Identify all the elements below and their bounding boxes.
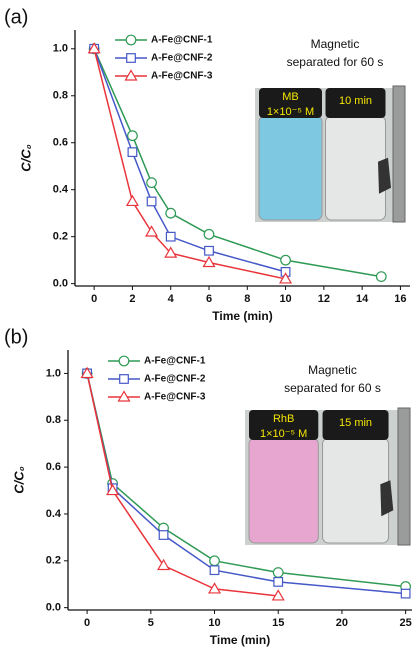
magnet bbox=[392, 85, 406, 223]
time-label: 10 min bbox=[339, 95, 372, 107]
x-tick-label: 6 bbox=[206, 293, 212, 305]
x-tick-label: 2 bbox=[129, 293, 135, 305]
legend-label: A-Fe@CNF-3 bbox=[151, 71, 213, 82]
series-line bbox=[93, 48, 286, 280]
inset-title: separated for 60 s bbox=[287, 55, 384, 69]
particles bbox=[380, 480, 394, 517]
marker bbox=[146, 196, 157, 207]
cap-left bbox=[249, 410, 319, 440]
marker bbox=[87, 42, 101, 54]
marker bbox=[165, 207, 177, 219]
x-tick-label: 10 bbox=[279, 293, 291, 305]
marker bbox=[280, 254, 291, 266]
inset-title: separated for 60 s bbox=[284, 381, 381, 395]
marker bbox=[127, 147, 138, 158]
y-tick-label: 0.2 bbox=[46, 555, 61, 567]
vial-right bbox=[325, 115, 386, 221]
vial-label: 1×10⁻⁵ M bbox=[267, 106, 314, 118]
x-tick-label: 12 bbox=[318, 293, 330, 305]
marker bbox=[106, 483, 120, 496]
legend-marker bbox=[119, 374, 129, 384]
marker bbox=[207, 582, 222, 594]
legend-marker bbox=[125, 34, 137, 46]
marker bbox=[157, 558, 171, 571]
x-tick-label: 25 bbox=[400, 617, 412, 629]
inset-title: Magnetic bbox=[308, 363, 357, 377]
magnet bbox=[397, 407, 411, 546]
inset-title: Magnetic bbox=[311, 37, 360, 51]
legend-marker bbox=[124, 69, 138, 81]
y-tick-label: 1.0 bbox=[46, 367, 61, 379]
marker bbox=[209, 565, 220, 576]
legend-label: A-Fe@CNF-2 bbox=[151, 53, 213, 64]
y-tick-label: 0.8 bbox=[53, 90, 68, 102]
x-axis-label: Time (min) bbox=[210, 633, 270, 647]
y-tick-label: 0.4 bbox=[53, 184, 69, 196]
y-tick-label: 0.0 bbox=[53, 278, 68, 290]
y-tick-label: 1.0 bbox=[53, 43, 68, 55]
legend-label: A-Fe@CNF-1 bbox=[151, 35, 213, 46]
vial-label: RhB bbox=[273, 413, 294, 425]
marker bbox=[273, 576, 284, 587]
x-tick-label: 8 bbox=[244, 293, 250, 305]
cap-right bbox=[325, 88, 386, 118]
legend-label: A-Fe@CNF-2 bbox=[144, 374, 206, 385]
cap-right bbox=[322, 410, 389, 440]
marker bbox=[127, 130, 138, 142]
y-tick-label: 0.6 bbox=[53, 137, 68, 149]
legend-label: A-Fe@CNF-1 bbox=[144, 356, 206, 367]
x-tick-label: 4 bbox=[168, 293, 175, 305]
marker bbox=[375, 271, 387, 283]
marker bbox=[279, 272, 293, 284]
marker bbox=[80, 366, 94, 379]
marker bbox=[209, 555, 220, 567]
time-label: 15 min bbox=[339, 417, 372, 429]
y-tick-label: 0.2 bbox=[53, 231, 68, 243]
marker bbox=[145, 225, 159, 237]
panel-label: (a) bbox=[4, 6, 28, 28]
particles bbox=[378, 157, 391, 194]
vial-label: MB bbox=[282, 91, 299, 103]
x-tick-label: 15 bbox=[272, 617, 284, 629]
marker bbox=[203, 228, 215, 240]
marker bbox=[400, 588, 411, 599]
marker bbox=[146, 177, 157, 189]
x-tick-label: 0 bbox=[84, 617, 90, 629]
marker bbox=[125, 194, 139, 207]
vial-right bbox=[322, 437, 390, 544]
series-line bbox=[86, 373, 406, 588]
x-tick-label: 0 bbox=[91, 293, 97, 305]
x-tick-label: 20 bbox=[336, 617, 348, 629]
y-tick-label: 0.8 bbox=[46, 414, 61, 426]
x-tick-label: 5 bbox=[148, 617, 154, 629]
x-axis-label: Time (min) bbox=[212, 309, 272, 323]
y-axis-label: C/C₀ bbox=[18, 144, 33, 172]
cap-left bbox=[259, 88, 322, 118]
y-tick-label: 0.4 bbox=[46, 508, 62, 520]
marker bbox=[204, 245, 214, 256]
marker bbox=[164, 246, 178, 258]
legend-marker bbox=[117, 390, 131, 402]
vial-left bbox=[258, 115, 323, 221]
vial-label: 1×10⁻⁵ M bbox=[260, 428, 307, 440]
x-tick-label: 10 bbox=[208, 617, 220, 629]
panel-label: (b) bbox=[4, 326, 28, 348]
series-line bbox=[93, 48, 286, 273]
x-tick-label: 14 bbox=[356, 293, 369, 305]
y-tick-label: 0.6 bbox=[46, 461, 61, 473]
x-tick-label: 16 bbox=[394, 293, 406, 305]
vial-left bbox=[248, 437, 319, 544]
y-axis-label: C/C₀ bbox=[11, 466, 26, 494]
y-tick-label: 0.0 bbox=[46, 602, 61, 614]
legend-marker bbox=[126, 53, 136, 63]
marker bbox=[202, 255, 216, 268]
marker bbox=[271, 589, 285, 601]
legend-label: A-Fe@CNF-3 bbox=[144, 392, 206, 403]
marker bbox=[272, 567, 284, 578]
marker bbox=[158, 530, 169, 540]
legend-marker bbox=[118, 355, 130, 367]
marker bbox=[165, 231, 176, 242]
